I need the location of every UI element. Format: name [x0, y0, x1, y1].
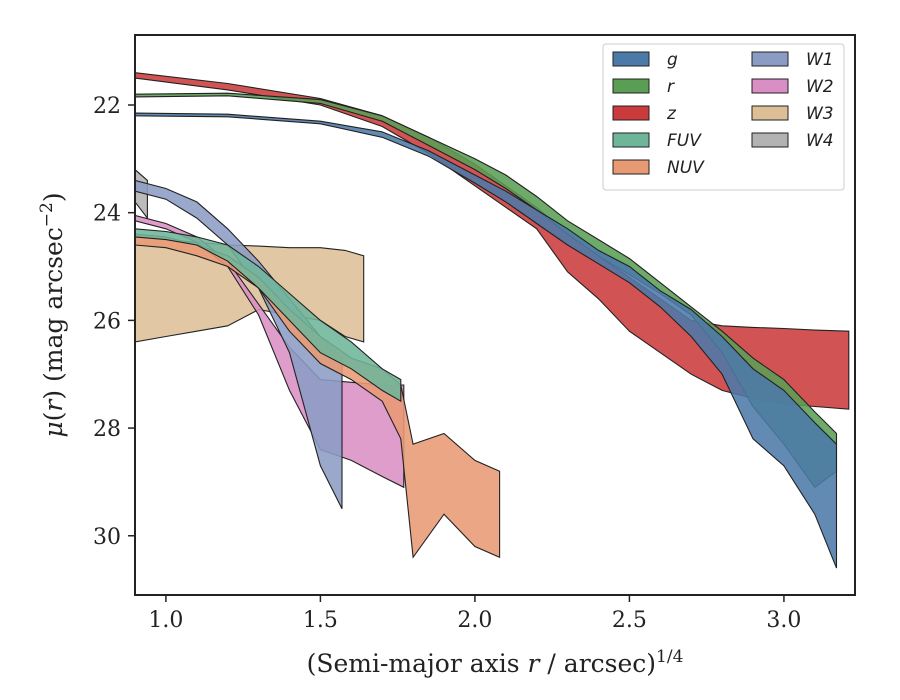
legend-label-w3: W3: [806, 104, 834, 124]
legend-label-z: z: [666, 104, 677, 124]
legend-swatch-w3: [751, 105, 789, 121]
y-tick-label: 24: [93, 202, 121, 227]
x-tick-label: 2.5: [612, 608, 647, 633]
x-tick-label: 1.5: [303, 608, 338, 633]
band-fuv: [135, 228, 402, 403]
legend-swatch-nuv: [612, 159, 650, 175]
y-axis-label: μ(r) (mag arcsec−2): [37, 192, 68, 437]
x-axis-label: (Semi-major axis r / arcsec)1/4: [307, 647, 684, 678]
legend-label-w1: W1: [806, 50, 834, 70]
series-bands: [135, 72, 850, 569]
legend-swatch-r: [612, 78, 650, 94]
x-tick-label: 2.0: [457, 608, 492, 633]
legend-label-fuv: FUV: [667, 131, 702, 151]
legend-label-w4: W4: [806, 131, 834, 151]
legend-swatch-w4: [751, 132, 789, 148]
legend-swatch-g: [612, 51, 650, 67]
legend-label-w2: W2: [806, 77, 834, 97]
legend-label-r: r: [667, 77, 675, 97]
y-tick-label: 22: [93, 94, 121, 119]
band-w1: [135, 179, 343, 510]
legend-label-g: g: [667, 50, 678, 70]
legend-label-nuv: NUV: [667, 158, 705, 178]
y-tick-label: 28: [93, 417, 121, 442]
legend-swatch-fuv: [612, 132, 650, 148]
y-axis: 22 24 26 28 30: [93, 94, 135, 550]
y-tick-label: 26: [93, 309, 121, 334]
plot-frame: [134, 34, 856, 596]
legend-swatch-w2: [751, 78, 789, 94]
y-tick-label: 30: [93, 525, 121, 550]
legend: grz FUV NUV W1 W2 W3 W4: [602, 43, 845, 191]
legend-swatch-w1: [751, 51, 789, 67]
x-tick-label: 1.0: [148, 608, 183, 633]
x-tick-label: 3.0: [766, 608, 801, 633]
x-axis: 1.0 1.5 2.0 2.5 3.0: [148, 595, 801, 633]
legend-swatch-z: [612, 105, 650, 121]
band-g: [135, 112, 838, 569]
